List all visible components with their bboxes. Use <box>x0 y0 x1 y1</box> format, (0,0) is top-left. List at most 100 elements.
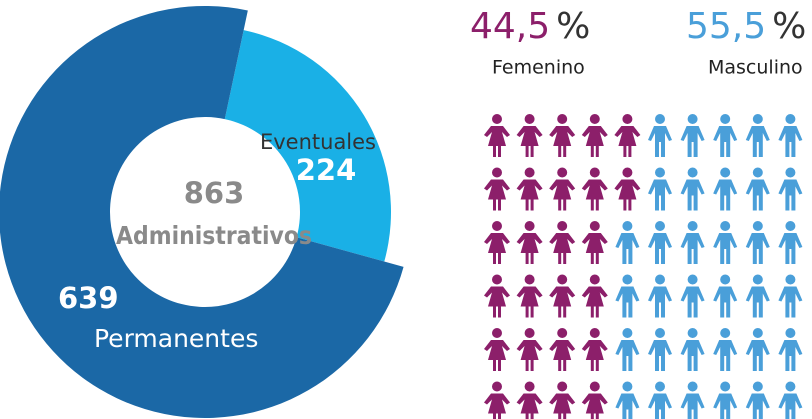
icon-head <box>589 167 600 178</box>
icon-head <box>557 274 568 285</box>
male-icon <box>680 328 705 371</box>
icon-head <box>655 167 665 178</box>
icon-head <box>655 114 665 124</box>
icon-body <box>581 286 608 318</box>
male-icon <box>615 274 640 318</box>
female-icon <box>581 328 608 371</box>
pictogram-chart: 44,5 % Femenino 55,5 % Masculino <box>470 6 806 419</box>
male-icon <box>745 167 770 211</box>
icon-head <box>687 221 698 231</box>
icon-body <box>778 179 803 211</box>
icon-head <box>492 114 502 124</box>
total-label: Administrativos <box>116 221 312 250</box>
female-icon <box>484 274 510 318</box>
icon-body <box>778 233 803 264</box>
icon-body <box>713 286 738 318</box>
percent-label: 55,5% <box>686 6 806 47</box>
female-icon <box>581 381 608 419</box>
male-icon <box>713 114 738 157</box>
icon-head <box>492 274 502 285</box>
female-icon <box>614 167 641 211</box>
value-label: 639 <box>58 281 119 315</box>
icon-body <box>516 179 543 211</box>
icon-body <box>615 393 640 419</box>
icon-head <box>687 114 698 124</box>
male-icon <box>648 328 672 371</box>
icon-body <box>648 340 672 371</box>
icon-body <box>648 233 672 264</box>
icon-head <box>524 167 535 178</box>
icon-head <box>622 274 633 285</box>
legend-label: Masculino <box>708 57 803 79</box>
icon-body <box>648 393 672 419</box>
icon-body <box>778 126 803 157</box>
icon-body <box>745 286 770 318</box>
male-icon <box>680 381 705 419</box>
icon-body <box>745 393 770 419</box>
icon-body <box>680 233 705 264</box>
icon-body <box>581 340 608 371</box>
male-icon <box>648 274 672 318</box>
icon-body <box>713 393 738 419</box>
icon-body <box>680 340 705 371</box>
male-icon <box>680 167 705 211</box>
female-icon <box>516 167 543 211</box>
male-icon <box>778 114 803 157</box>
percent-value: 55,5 <box>686 6 766 47</box>
male-icon <box>778 221 803 264</box>
icon-body <box>549 126 576 157</box>
icon-head <box>492 328 502 338</box>
icon-body <box>549 233 576 264</box>
female-icon <box>549 221 576 264</box>
percent-unit: % <box>772 6 806 47</box>
male-icon <box>680 274 705 318</box>
male-icon <box>745 274 770 318</box>
icon-body <box>778 286 803 318</box>
female-icon <box>614 114 641 157</box>
male-icon <box>713 221 738 264</box>
icon-head <box>589 274 600 285</box>
male-icon <box>648 221 672 264</box>
icon-head <box>557 221 568 231</box>
icon-body <box>484 393 510 419</box>
icon-head <box>752 274 763 285</box>
icon-body <box>581 233 608 264</box>
value-label: 224 <box>296 153 357 187</box>
female-icon <box>581 274 608 318</box>
icon-body <box>581 393 608 419</box>
icon-head <box>687 167 698 178</box>
female-icon <box>516 328 543 371</box>
icon-body <box>549 179 576 211</box>
icon-body <box>581 179 608 211</box>
male-icon <box>680 221 705 264</box>
icon-head <box>720 274 731 285</box>
icon-head <box>720 167 731 178</box>
male-icon <box>615 221 640 264</box>
icon-body <box>614 126 641 157</box>
icon-body <box>713 233 738 264</box>
icon-body <box>745 126 770 157</box>
icon-head <box>622 328 633 338</box>
icon-head <box>589 381 600 392</box>
donut-segment <box>0 6 404 418</box>
male-icon <box>713 328 738 371</box>
male-icon <box>778 274 803 318</box>
icon-head <box>752 167 763 178</box>
icon-body <box>615 286 640 318</box>
icon-head <box>557 167 568 178</box>
icon-head <box>785 167 796 178</box>
male-icon <box>713 274 738 318</box>
icon-head <box>589 328 600 338</box>
male-icon <box>778 167 803 211</box>
icon-head <box>785 221 796 231</box>
female-icon <box>484 114 510 157</box>
female-icon <box>581 167 608 211</box>
icon-body <box>713 340 738 371</box>
icon-head <box>785 328 796 338</box>
icon-head <box>622 221 633 231</box>
male-icon <box>713 381 738 419</box>
icon-body <box>713 126 738 157</box>
female-icon <box>581 114 608 157</box>
icon-head <box>492 221 502 231</box>
